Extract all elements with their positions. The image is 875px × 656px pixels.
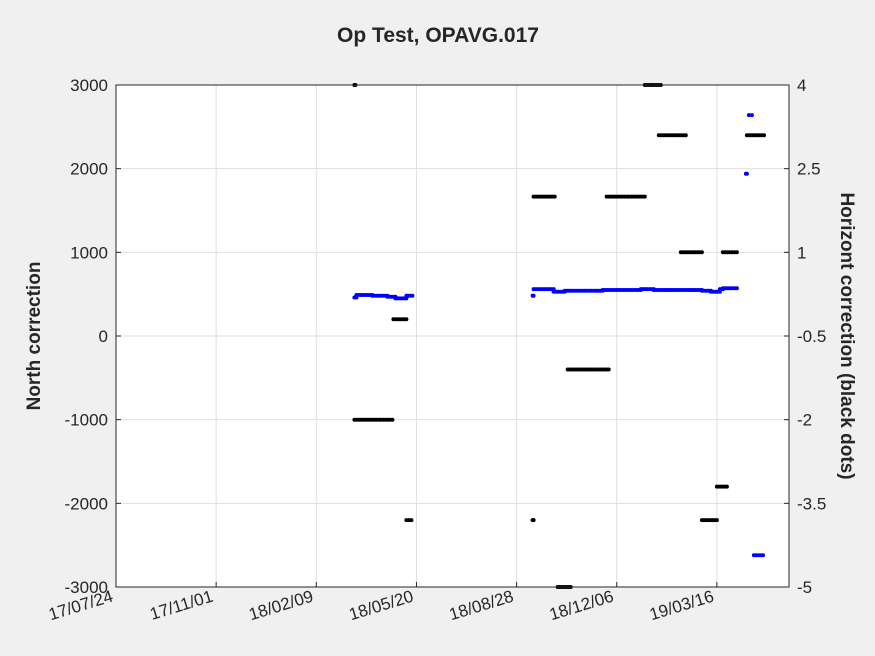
- data-point: [409, 518, 414, 523]
- data-point: [642, 194, 647, 199]
- x-tick-label: 18/02/09: [247, 587, 316, 625]
- y-tick-label: -1000: [65, 411, 108, 430]
- data-point: [531, 293, 536, 298]
- y2-axis-label: Horizont correction (black dots): [836, 192, 857, 479]
- y2-tick-label: 4: [797, 76, 806, 95]
- data-point: [746, 113, 751, 118]
- y-axis-label: North correction: [24, 262, 45, 411]
- data-point: [390, 417, 395, 422]
- data-point: [744, 171, 749, 176]
- data-point: [724, 484, 729, 489]
- data-point: [606, 367, 611, 372]
- y2-tick-label: -2: [797, 411, 812, 430]
- data-point: [762, 133, 766, 138]
- x-tick-label: 19/03/16: [647, 587, 716, 625]
- data-point: [761, 553, 765, 558]
- chart-title: Op Test, OPAVG.017: [337, 24, 539, 47]
- data-point: [404, 317, 409, 322]
- x-tick-label: 18/08/28: [447, 587, 516, 625]
- y2-tick-label: 1: [797, 243, 806, 262]
- y2-tick-label: -3.5: [797, 494, 826, 513]
- data-point: [410, 293, 415, 298]
- y-tick-label: 3000: [70, 76, 108, 95]
- y-tick-label: 0: [99, 327, 108, 346]
- data-point: [683, 133, 688, 138]
- y2-tick-label: -0.5: [797, 327, 826, 346]
- axes-box: [115, 84, 790, 588]
- data-point: [749, 113, 754, 118]
- data-point: [717, 287, 722, 292]
- x-tick-label: 18/12/06: [547, 587, 616, 625]
- data-point: [734, 250, 739, 255]
- y-tick-label: 1000: [70, 243, 108, 262]
- y2-tick-label: -5: [797, 578, 812, 597]
- y-tick-label: -2000: [65, 494, 108, 513]
- y2-tick-label: 2.5: [797, 160, 821, 179]
- axes: [115, 84, 790, 588]
- x-tick-label: 17/11/01: [148, 587, 216, 624]
- data-point: [734, 286, 739, 291]
- data-point: [699, 250, 704, 255]
- x-tick-label: 18/05/20: [347, 587, 416, 625]
- data-point: [714, 518, 719, 523]
- series-north: [352, 113, 765, 558]
- data-point: [552, 194, 557, 199]
- y-tick-label: -3000: [65, 578, 108, 597]
- y-tick-label: 2000: [70, 160, 108, 179]
- data-point: [531, 518, 536, 523]
